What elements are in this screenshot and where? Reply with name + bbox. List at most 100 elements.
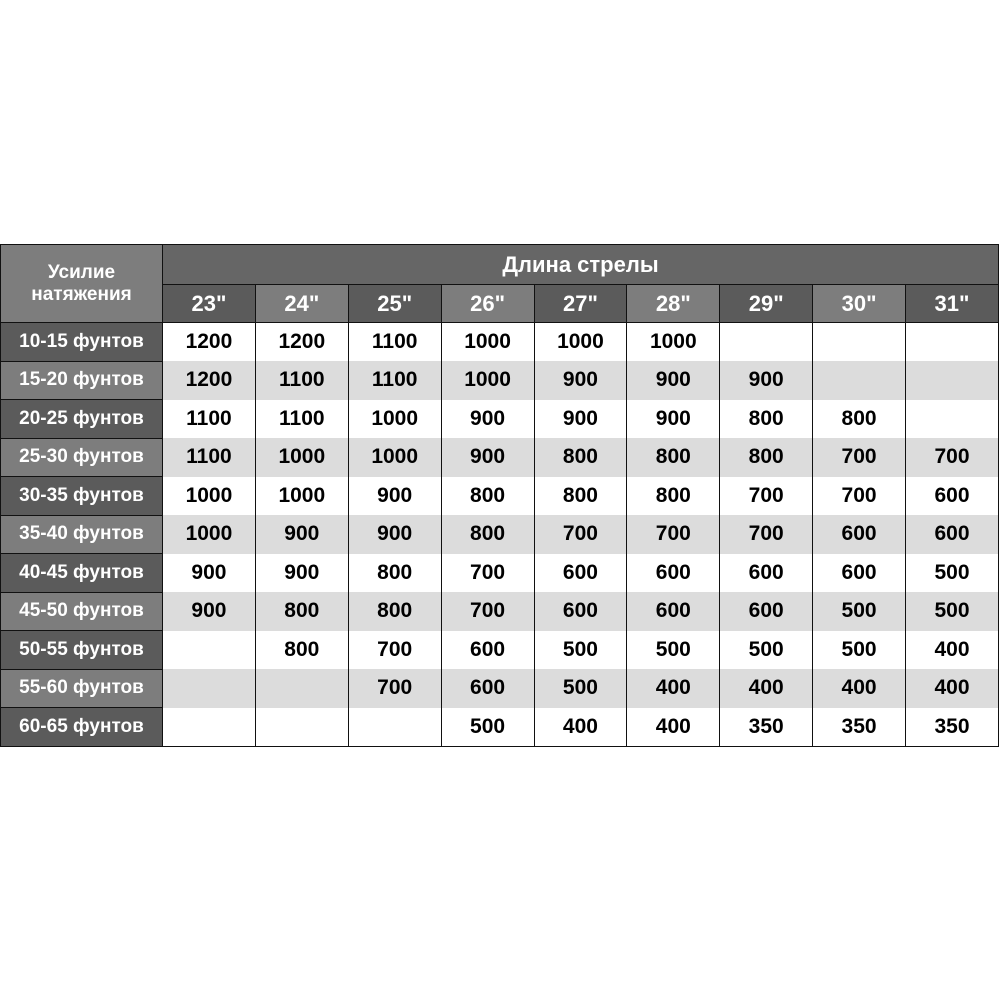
table-cell: 1000 (254, 438, 349, 477)
table-cell: 400 (626, 669, 721, 708)
table-cell: 400 (719, 669, 814, 708)
table-row: 15-20 фунтов 1200 1100 1100 1000 900 900 900 (0, 360, 999, 400)
table-cell: 1200 (162, 361, 256, 400)
table-row: 60-65 фунтов 500 400 400 350 350 350 (0, 707, 999, 747)
table-cell: 1100 (162, 399, 256, 438)
table-cell: 600 (533, 592, 628, 631)
table-cell: 900 (626, 399, 721, 438)
table-cell: 500 (905, 592, 999, 631)
table-cell: 400 (905, 630, 999, 669)
table-cell: 900 (162, 592, 256, 631)
table-cell (812, 322, 906, 361)
table-cell: 1200 (254, 322, 349, 361)
table-cell: 1000 (440, 361, 535, 400)
table-row: 10-15 фунтов 1200 1200 1100 1000 1000 1000 (0, 322, 999, 362)
column-header: 24" (254, 284, 349, 323)
table-cell (905, 399, 999, 438)
table-row: 40-45 фунтов 900 900 800 700 600 600 600 600 500 (0, 553, 999, 593)
table-cell: 800 (347, 553, 442, 592)
table-row: 30-35 фунтов 1000 1000 900 800 800 800 700 700 60… (0, 476, 999, 516)
table-cell: 700 (626, 515, 721, 554)
row-label: 55-60 фунтов (0, 668, 163, 708)
table-row: 55-60 фунтов 700 600 500 400 400 400 400 (0, 668, 999, 708)
table-cell: 1100 (347, 322, 442, 361)
table-cell (905, 322, 999, 361)
table-cell: 1100 (254, 399, 349, 438)
table-cell: 900 (719, 361, 814, 400)
table-cell: 1100 (254, 361, 349, 400)
arrow-spine-table: Усилие натяжения Длина стрелы 23" 24" 25" 26… (0, 244, 999, 747)
table-row: 45-50 фунтов 900 800 800 700 600 600 600 500 500 (0, 591, 999, 631)
table-cell: 350 (719, 707, 814, 747)
table-cell (254, 669, 349, 708)
table-cell: 1000 (254, 476, 349, 515)
table-cell (162, 630, 256, 669)
column-header: 27" (533, 284, 628, 323)
table-cell: 800 (254, 630, 349, 669)
table-cell: 800 (719, 399, 814, 438)
table-cell: 1100 (347, 361, 442, 400)
table-cell: 900 (347, 476, 442, 515)
table-cell (719, 322, 814, 361)
row-label: 60-65 фунтов (0, 707, 163, 747)
arrow-spine-table-container: Усилие натяжения Длина стрелы 23" 24" 25" 26… (0, 244, 999, 747)
table-cell: 1000 (347, 399, 442, 438)
table-cell: 350 (812, 707, 906, 747)
table-cell: 600 (812, 515, 906, 554)
table-cell: 900 (254, 515, 349, 554)
table-cell: 1000 (162, 476, 256, 515)
table-body: 10-15 фунтов 1200 1200 1100 1000 1000 1000 15-2… (0, 322, 999, 747)
table-row: 35-40 фунтов 1000 900 900 800 700 700 700 600 600 (0, 514, 999, 554)
table-cell: 600 (812, 553, 906, 592)
table-cell (812, 361, 906, 400)
table-cell: 900 (440, 399, 535, 438)
table-cell: 350 (905, 707, 999, 747)
table-cell: 600 (533, 553, 628, 592)
table-cell: 700 (440, 553, 535, 592)
table-cell (162, 707, 256, 747)
table-cell: 800 (254, 592, 349, 631)
table-cell (254, 707, 349, 747)
table-cell: 400 (626, 707, 721, 747)
table-cell: 700 (812, 476, 906, 515)
table-cell: 600 (905, 476, 999, 515)
table-row: 25-30 фунтов 1100 1000 1000 900 800 800 800 700 7… (0, 437, 999, 477)
table-cell: 500 (533, 669, 628, 708)
table-cell: 800 (812, 399, 906, 438)
column-header: 25" (347, 284, 442, 323)
table-cell: 500 (533, 630, 628, 669)
table-cell: 500 (626, 630, 721, 669)
table-cell: 1100 (162, 438, 256, 477)
row-label: 15-20 фунтов (0, 360, 163, 400)
table-cell (162, 669, 256, 708)
table-cell: 1200 (162, 322, 256, 361)
table-cell: 500 (812, 630, 906, 669)
row-label: 10-15 фунтов (0, 322, 163, 362)
table-cell: 700 (347, 669, 442, 708)
table-cell: 1000 (626, 322, 721, 361)
table-cell: 700 (719, 476, 814, 515)
table-cell: 800 (440, 515, 535, 554)
table-cell: 400 (905, 669, 999, 708)
table-cell: 600 (626, 592, 721, 631)
column-header: 26" (440, 284, 535, 323)
column-header: 31" (905, 284, 999, 323)
table-cell: 500 (440, 707, 535, 747)
table-cell: 600 (905, 515, 999, 554)
table-cell: 400 (812, 669, 906, 708)
table-cell: 600 (626, 553, 721, 592)
column-header: 23" (162, 284, 256, 323)
row-label: 45-50 фунтов (0, 591, 163, 631)
table-cell: 500 (719, 630, 814, 669)
table-cell: 700 (440, 592, 535, 631)
table-cell: 600 (440, 669, 535, 708)
row-label: 50-55 фунтов (0, 630, 163, 670)
table-cell: 900 (533, 399, 628, 438)
row-label: 20-25 фунтов (0, 399, 163, 439)
corner-header: Усилие натяжения (0, 244, 163, 323)
table-cell: 800 (626, 438, 721, 477)
column-header: 30" (812, 284, 906, 323)
table-cell: 900 (440, 438, 535, 477)
table-cell: 900 (626, 361, 721, 400)
table-cell: 1000 (347, 438, 442, 477)
